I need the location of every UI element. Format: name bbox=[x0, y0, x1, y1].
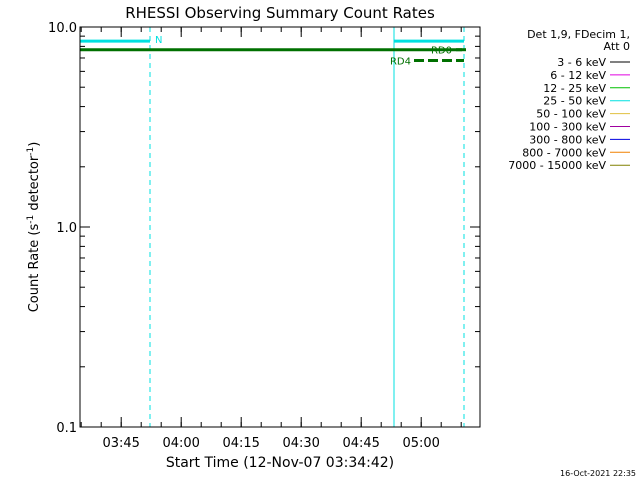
night-label: N bbox=[155, 35, 162, 46]
legend-entry-label: 300 - 800 keV bbox=[529, 133, 606, 146]
y-axis-label-mid: detector bbox=[27, 155, 42, 215]
legend-entry-label: 3 - 6 keV bbox=[557, 56, 606, 69]
x-tick-label: 04:30 bbox=[282, 436, 319, 451]
y-axis-label-main: Count Rate (s bbox=[27, 224, 42, 313]
rd-marker-label: RD4 bbox=[390, 56, 411, 67]
y-axis-label-end: ) bbox=[27, 142, 42, 147]
legend-entry-label: 800 - 7000 keV bbox=[522, 146, 606, 159]
y-axis-label-sup2: -1 bbox=[26, 147, 36, 156]
y-axis: 10.0 1.0 0.1 bbox=[48, 21, 480, 436]
y-axis-label: Count Rate (s-1 detector-1) bbox=[26, 142, 42, 313]
legend-entry-label: 100 - 300 keV bbox=[529, 121, 606, 134]
night-intervals: N bbox=[79, 27, 465, 427]
x-tick-label: 04:00 bbox=[162, 436, 199, 451]
legend-header: Det 1,9, FDecim 1, bbox=[527, 28, 630, 41]
x-tick-label: 04:15 bbox=[222, 436, 259, 451]
legend-entry-label: 6 - 12 keV bbox=[550, 69, 606, 82]
legend-entry-label: 50 - 100 keV bbox=[536, 108, 606, 121]
legend-entry-label: 25 - 50 keV bbox=[543, 95, 606, 108]
x-tick-label: 05:00 bbox=[402, 436, 439, 451]
legend-entry-label: 7000 - 15000 keV bbox=[508, 159, 606, 172]
x-tick-label: 04:45 bbox=[342, 436, 379, 451]
x-tick-label: 03:45 bbox=[102, 436, 139, 451]
rd-markers: RD0 RD4 bbox=[390, 46, 468, 67]
timestamp: 16-Oct-2021 22:35 bbox=[560, 469, 636, 478]
legend-header: Att 0 bbox=[604, 40, 630, 53]
y-axis-label-sup1: -1 bbox=[26, 215, 36, 224]
chart-title: RHESSI Observing Summary Count Rates bbox=[125, 4, 435, 22]
y-tick-label: 10.0 bbox=[48, 21, 77, 36]
rd-marker-label: RD0 bbox=[431, 46, 452, 57]
y-tick-label: 0.1 bbox=[56, 421, 77, 436]
legend-entry-label: 12 - 25 keV bbox=[543, 82, 606, 95]
plot-frame bbox=[79, 26, 481, 428]
x-axis: 03:45 04:00 04:15 04:30 04:45 05:00 bbox=[80, 27, 462, 451]
x-axis-label: Start Time (12-Nov-07 03:34:42) bbox=[166, 455, 394, 471]
y-tick-label: 1.0 bbox=[56, 221, 77, 236]
